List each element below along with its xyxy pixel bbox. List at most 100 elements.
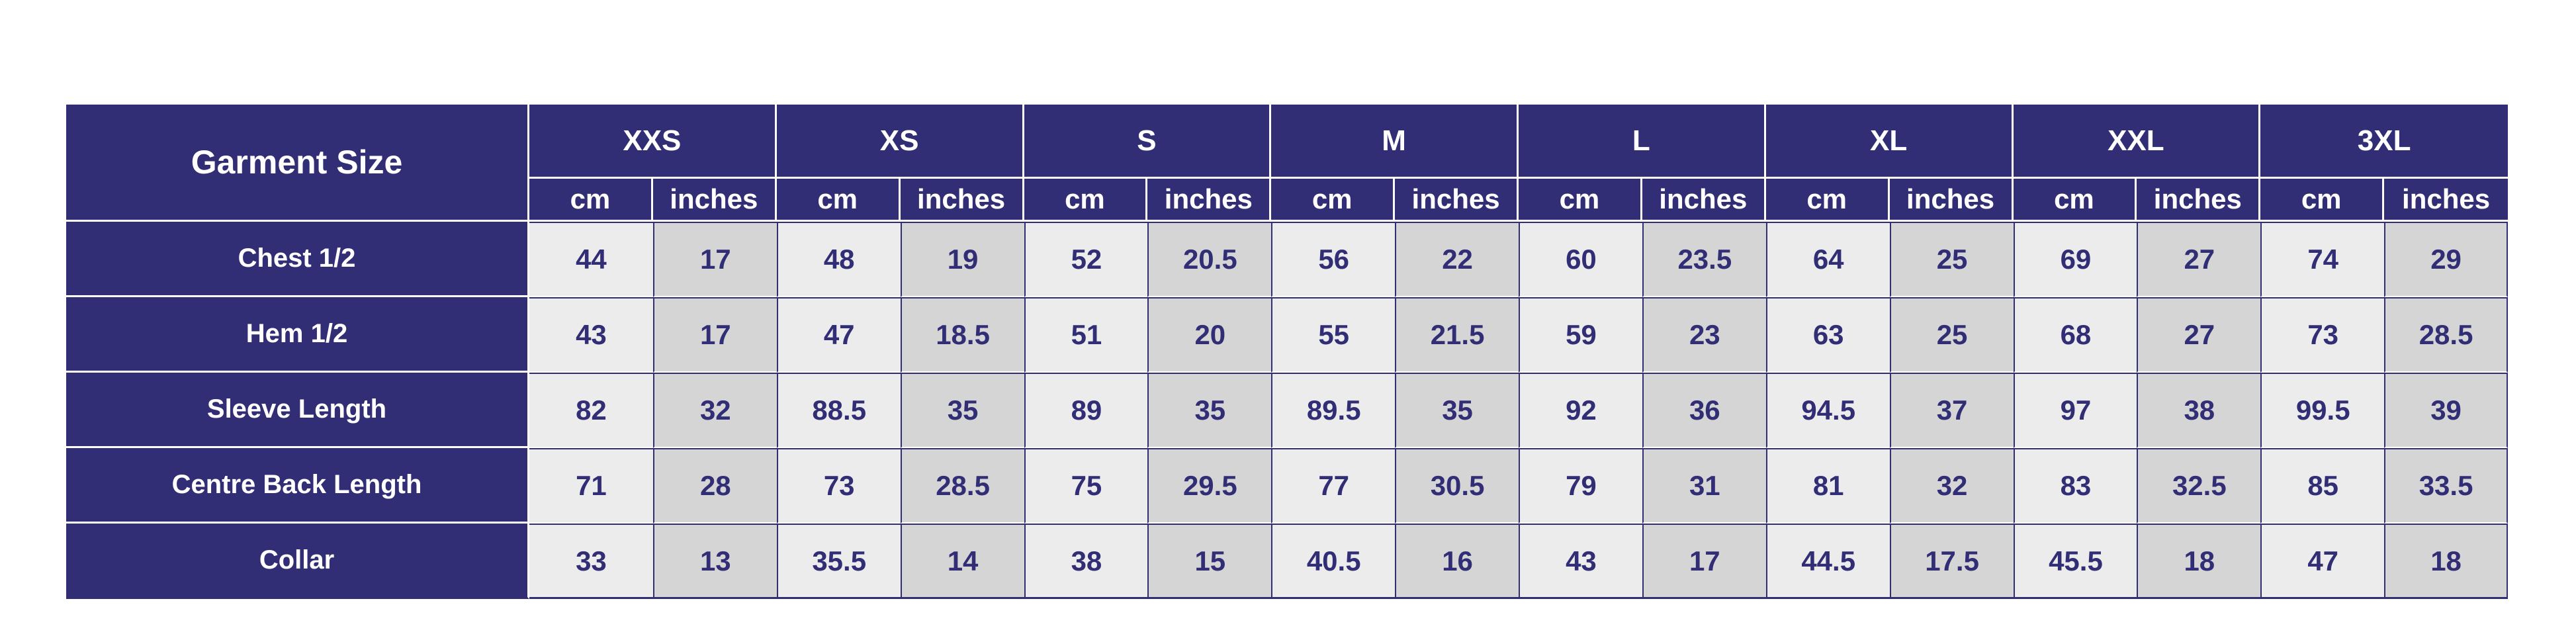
table-row-chest: Chest 1/2 44 17 48 19 52 20.5 56 22 60 2…: [66, 222, 2508, 297]
value-cell: 47: [776, 297, 901, 373]
unit-header-cm-l: cm: [1519, 179, 1642, 222]
table-row-hem: Hem 1/2 43 17 47 18.5 51 20 55 21.5 59 2…: [66, 297, 2508, 373]
value-cell: 52: [1024, 222, 1148, 297]
unit-header-cm-m: cm: [1271, 179, 1396, 222]
value-cell: 15: [1147, 524, 1272, 599]
unit-header-inches-xs: inches: [900, 179, 1024, 222]
value-cell: 69: [2013, 222, 2137, 297]
value-cell: 13: [652, 524, 777, 599]
value-cell: 73: [776, 448, 901, 524]
value-cell: 32: [1889, 448, 2014, 524]
value-cell: 64: [1765, 222, 1890, 297]
unit-header-inches-xxs: inches: [652, 179, 777, 222]
garment-size-table: Garment Size XXS XS S M L XL XXL 3XL cm …: [66, 105, 2508, 599]
unit-header-cm-xl: cm: [1765, 179, 1890, 222]
unit-header-cm-xxs: cm: [529, 179, 653, 222]
unit-header-inches-3xl: inches: [2384, 179, 2508, 222]
unit-header-cm-xs: cm: [776, 179, 901, 222]
value-cell: 45.5: [2013, 524, 2137, 599]
value-cell: 17: [652, 222, 777, 297]
value-cell: 35: [1147, 373, 1272, 448]
unit-header-inches-xxl: inches: [2137, 179, 2261, 222]
table-row-centre-back: Centre Back Length 71 28 73 28.5 75 29.5…: [66, 448, 2508, 524]
value-cell: 75: [1024, 448, 1148, 524]
value-cell: 35: [1395, 373, 1519, 448]
value-cell: 30.5: [1395, 448, 1519, 524]
value-cell: 31: [1642, 448, 1766, 524]
table-row-collar: Collar 33 13 35.5 14 38 15 40.5 16 43 17…: [66, 524, 2508, 599]
unit-header-inches-s: inches: [1147, 179, 1272, 222]
value-cell: 37: [1889, 373, 2014, 448]
value-cell: 60: [1519, 222, 1642, 297]
size-header-xxs: XXS: [529, 105, 777, 179]
value-cell: 48: [776, 222, 901, 297]
value-cell: 74: [2260, 222, 2385, 297]
value-cell: 18.5: [900, 297, 1024, 373]
value-cell: 44.5: [1765, 524, 1890, 599]
value-cell: 51: [1024, 297, 1148, 373]
value-cell: 89: [1024, 373, 1148, 448]
size-header-m: M: [1271, 105, 1519, 179]
unit-header-cm-xxl: cm: [2013, 179, 2137, 222]
value-cell: 39: [2384, 373, 2508, 448]
unit-header-cm-3xl: cm: [2260, 179, 2385, 222]
value-cell: 33: [529, 524, 653, 599]
unit-header-cm-s: cm: [1024, 179, 1148, 222]
value-cell: 27: [2137, 222, 2261, 297]
value-cell: 47: [2260, 524, 2385, 599]
row-label-hem: Hem 1/2: [66, 297, 529, 373]
value-cell: 17: [652, 297, 777, 373]
value-cell: 38: [2137, 373, 2261, 448]
value-cell: 29: [2384, 222, 2508, 297]
value-cell: 28: [652, 448, 777, 524]
value-cell: 85: [2260, 448, 2385, 524]
value-cell: 18: [2137, 524, 2261, 599]
value-cell: 20: [1147, 297, 1272, 373]
header-unit-row: cm inches cm inches cm inches cm inches …: [66, 179, 2508, 222]
unit-header-inches-m: inches: [1395, 179, 1519, 222]
value-cell: 25: [1889, 297, 2014, 373]
value-cell: 17.5: [1889, 524, 2014, 599]
value-cell: 59: [1519, 297, 1642, 373]
size-header-xl: XL: [1765, 105, 2014, 179]
value-cell: 28.5: [900, 448, 1024, 524]
value-cell: 44: [529, 222, 653, 297]
value-cell: 73: [2260, 297, 2385, 373]
value-cell: 81: [1765, 448, 1890, 524]
value-cell: 22: [1395, 222, 1519, 297]
value-cell: 18: [2384, 524, 2508, 599]
size-header-xxl: XXL: [2013, 105, 2261, 179]
value-cell: 55: [1271, 297, 1396, 373]
table-row-sleeve: Sleeve Length 82 32 88.5 35 89 35 89.5 3…: [66, 373, 2508, 448]
value-cell: 77: [1271, 448, 1396, 524]
value-cell: 71: [529, 448, 653, 524]
value-cell: 33.5: [2384, 448, 2508, 524]
value-cell: 88.5: [776, 373, 901, 448]
value-cell: 97: [2013, 373, 2137, 448]
size-header-xs: XS: [776, 105, 1024, 179]
value-cell: 82: [529, 373, 653, 448]
value-cell: 21.5: [1395, 297, 1519, 373]
row-label-centre-back: Centre Back Length: [66, 448, 529, 524]
value-cell: 32: [652, 373, 777, 448]
row-label-collar: Collar: [66, 524, 529, 599]
value-cell: 43: [1519, 524, 1642, 599]
value-cell: 83: [2013, 448, 2137, 524]
value-cell: 94.5: [1765, 373, 1890, 448]
value-cell: 16: [1395, 524, 1519, 599]
value-cell: 32.5: [2137, 448, 2261, 524]
unit-header-inches-xl: inches: [1889, 179, 2014, 222]
value-cell: 25: [1889, 222, 2014, 297]
corner-title: Garment Size: [66, 105, 529, 222]
value-cell: 28.5: [2384, 297, 2508, 373]
value-cell: 19: [900, 222, 1024, 297]
value-cell: 23: [1642, 297, 1766, 373]
value-cell: 99.5: [2260, 373, 2385, 448]
value-cell: 35: [900, 373, 1024, 448]
unit-header-inches-l: inches: [1642, 179, 1766, 222]
value-cell: 14: [900, 524, 1024, 599]
value-cell: 38: [1024, 524, 1148, 599]
value-cell: 43: [529, 297, 653, 373]
size-header-3xl: 3XL: [2260, 105, 2508, 179]
